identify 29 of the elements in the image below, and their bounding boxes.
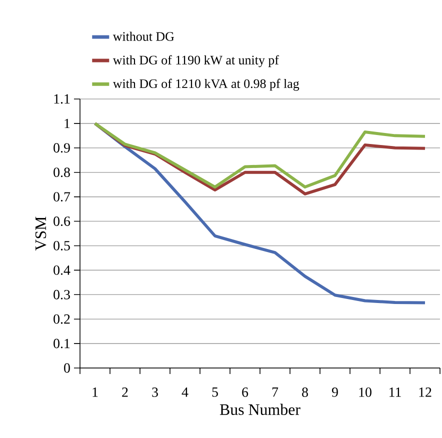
y-tick-label: 1 [64, 118, 70, 128]
y-tick-label: 1.1 [54, 94, 70, 104]
y-tick-label: 0.9 [54, 143, 70, 153]
x-tick-label: 6 [242, 388, 248, 397]
x-tick-label: 7 [272, 388, 278, 397]
x-tick-label: 3 [152, 388, 158, 397]
y-tick-label: 0.1 [54, 338, 70, 348]
y-tick-label: 0.2 [54, 314, 70, 324]
legend-label: without DG [112, 32, 174, 41]
x-tick-label: 12 [419, 388, 432, 397]
x-tick-label: 10 [359, 388, 372, 397]
x-tick-label: 5 [212, 388, 218, 397]
y-tick-label: 0.7 [54, 192, 70, 202]
legend-label: with DG of 1190 kW at unity pf [112, 55, 279, 68]
y-tick-label: 0.6 [54, 216, 70, 226]
x-tick-label: 8 [302, 388, 308, 397]
y-tick-label: 0.4 [54, 265, 70, 275]
x-tick-label: 11 [390, 388, 401, 397]
y-tick-label: 0.5 [54, 240, 70, 250]
y-tick-label: 0 [64, 363, 70, 373]
x-tick-label: 2 [122, 388, 128, 397]
x-tick-label: 4 [182, 388, 188, 397]
x-axis-title: Bus Number [220, 404, 300, 415]
y-tick-label: 0.8 [54, 168, 70, 178]
y-tick-label: 0.3 [54, 290, 70, 300]
x-tick-label: 1 [92, 388, 98, 397]
legend-label: with DG of 1210 kVA at 0.98 pf lag [112, 78, 300, 91]
x-tick-label: 9 [332, 388, 338, 397]
y-axis-title: VSM [35, 216, 46, 251]
